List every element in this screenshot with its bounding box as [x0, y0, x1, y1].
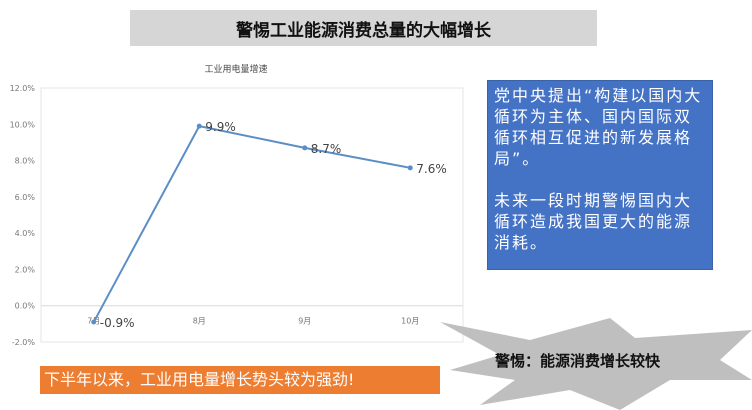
- data-point: [196, 123, 202, 129]
- data-point: [91, 319, 97, 325]
- plot-area: [40, 87, 464, 343]
- info-box: 党中央提出“构建以国内大循环为主体、国内国际双循环相互促进的新发展格局”。 未来…: [487, 80, 713, 270]
- x-tick-label: 9月: [298, 317, 311, 326]
- data-point: [407, 165, 413, 171]
- y-tick-label: 0.0%: [15, 302, 36, 311]
- y-tick-label: 8.0%: [15, 157, 36, 166]
- info-paragraph-1: 党中央提出“构建以国内大循环为主体、国内国际双循环相互促进的新发展格局”。: [494, 86, 703, 168]
- highlight-box: 下半年以来，工业用电量增长势头较为强劲!: [40, 366, 440, 394]
- page-title: 警惕工业能源消费总量的大幅增长: [236, 20, 491, 41]
- data-label: 7.6%: [416, 162, 447, 176]
- y-tick-label: -2.0%: [12, 338, 36, 347]
- line-chart: 工业用电量增速 -2.0% 0.0% 2.0% 4.0% 6.0% 8.0% 10.0% 12…: [10, 63, 464, 347]
- data-label: 8.7%: [311, 142, 342, 156]
- data-point: [302, 145, 308, 151]
- series-line: [92, 124, 411, 323]
- x-tick-label: 8月: [193, 317, 206, 326]
- title-banner: 警惕工业能源消费总量的大幅增长: [130, 10, 597, 46]
- y-tick-label: 4.0%: [15, 229, 36, 238]
- y-tick-label: 2.0%: [15, 265, 36, 274]
- y-tick-label: 10.0%: [10, 120, 36, 129]
- burst-shape: [440, 318, 752, 410]
- info-paragraph-2: 未来一段时期警惕国内大循环造成我国更大的能源消耗。: [494, 191, 693, 252]
- y-tick-label: 12.0%: [10, 84, 36, 93]
- data-label: -0.9%: [100, 316, 135, 330]
- data-label: 9.9%: [205, 120, 236, 134]
- y-tick-label: 6.0%: [15, 193, 36, 202]
- chart-title: 工业用电量增速: [204, 63, 267, 75]
- burst-label: 警惕：能源消费增长较快: [495, 352, 661, 370]
- x-tick-label: 10月: [401, 317, 419, 326]
